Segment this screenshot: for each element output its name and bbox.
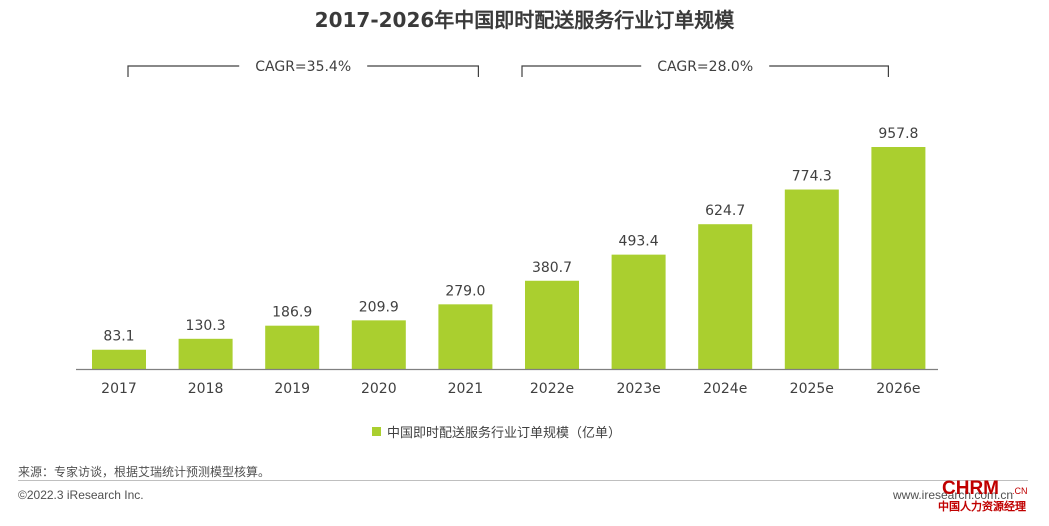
legend-label: 中国即时配送服务行业订单规模（亿单） xyxy=(387,426,622,441)
value-label-2020: 209.9 xyxy=(359,299,399,315)
x-tick-label-2021: 2021 xyxy=(448,381,484,397)
source-note: 来源：专家访谈，根据艾瑞统计预测模型核算。 xyxy=(18,465,271,479)
value-label-2022e: 380.7 xyxy=(532,260,572,276)
bar-2018 xyxy=(178,338,233,369)
bar-2017 xyxy=(92,349,146,369)
value-label-2017: 83.1 xyxy=(103,329,134,345)
bar-2024e xyxy=(698,224,753,369)
copyright-text: ©2022.3 iResearch Inc. xyxy=(18,488,144,502)
legend: 中国即时配送服务行业订单规模（亿单） xyxy=(372,422,621,441)
value-label-2023e: 493.4 xyxy=(619,234,659,250)
x-tick-label-2018: 2018 xyxy=(188,381,224,397)
cagr-label-1: CAGR=35.4% xyxy=(255,59,351,75)
watermark-suffix: .CN xyxy=(1012,486,1028,496)
x-tick-label-2017: 2017 xyxy=(101,381,137,397)
value-label-2019: 186.9 xyxy=(272,305,312,321)
footer-divider xyxy=(18,480,1028,481)
value-label-2018: 130.3 xyxy=(186,318,226,334)
watermark-main: CHRM xyxy=(942,478,999,499)
x-tick-label-2022e: 2022e xyxy=(530,381,574,397)
bar-2022e xyxy=(525,280,579,369)
bar-2021 xyxy=(438,304,493,369)
x-tick-label-2023e: 2023e xyxy=(616,381,660,397)
value-label-2025e: 774.3 xyxy=(792,169,832,185)
value-label-2026e: 957.8 xyxy=(878,126,918,142)
x-tick-label-2024e: 2024e xyxy=(703,381,747,397)
value-label-2024e: 624.7 xyxy=(705,203,745,219)
watermark-sub: 中国人力资源经理 xyxy=(938,500,1026,513)
x-tick-label-2019: 2019 xyxy=(274,381,310,397)
cagr-bracket-right-2 xyxy=(769,65,890,77)
x-tick-label-2026e: 2026e xyxy=(876,381,920,397)
bar-2023e xyxy=(611,254,666,369)
bar-2026e xyxy=(871,147,926,369)
chart-title: 2017-2026年中国即时配送服务行业订单规模 xyxy=(314,8,735,32)
cagr-bracket-left-1 xyxy=(127,65,240,77)
cagr-bracket-right-1 xyxy=(367,65,479,77)
bar-2020 xyxy=(351,320,406,369)
bar-2025e xyxy=(784,189,839,369)
cagr-label-2: CAGR=28.0% xyxy=(657,59,753,75)
watermark-logo: CHRM .CN 中国人力资源经理 xyxy=(938,478,1038,518)
x-tick-label-2025e: 2025e xyxy=(790,381,834,397)
cagr-bracket-left-2 xyxy=(521,65,642,77)
x-tick-label-2020: 2020 xyxy=(361,381,397,397)
bar-2019 xyxy=(265,325,320,369)
value-label-2021: 279.0 xyxy=(445,283,485,299)
legend-swatch xyxy=(372,427,381,436)
website-link[interactable]: www.iresearch.com.cn xyxy=(893,488,1014,502)
